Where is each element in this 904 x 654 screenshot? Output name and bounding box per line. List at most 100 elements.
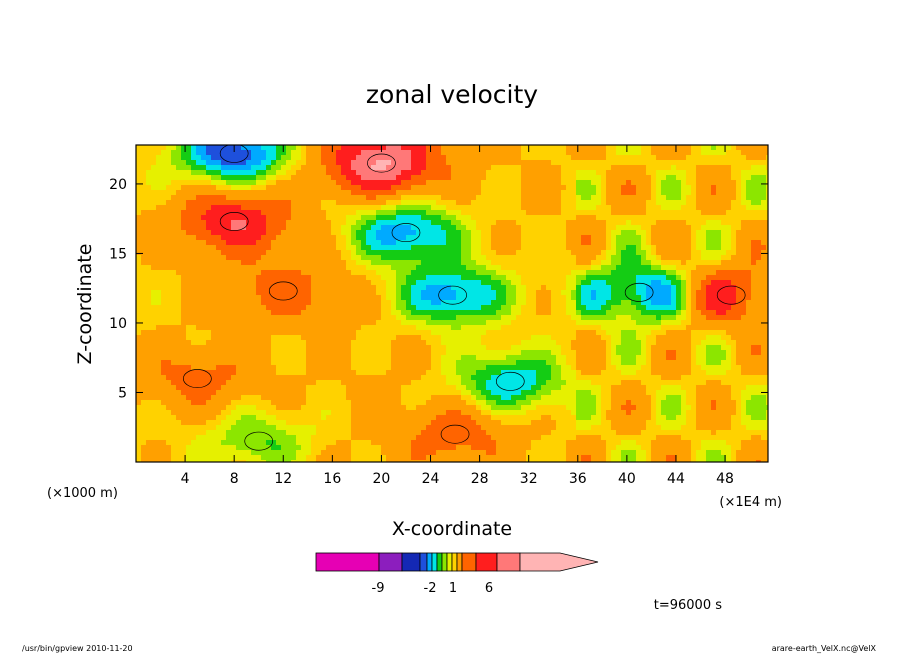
contour-cell xyxy=(441,165,447,171)
contour-cell xyxy=(416,230,422,236)
contour-cell xyxy=(501,165,507,171)
contour-cell xyxy=(301,205,307,211)
contour-cell xyxy=(236,150,242,156)
contour-cell xyxy=(681,220,687,226)
contour-cell xyxy=(236,275,242,281)
contour-cell xyxy=(426,145,432,151)
contour-cell xyxy=(516,235,522,241)
contour-cell xyxy=(681,165,687,171)
contour-cell xyxy=(236,295,242,301)
contour-cell xyxy=(191,190,197,196)
contour-cell xyxy=(416,335,422,341)
contour-cell xyxy=(686,275,692,281)
contour-cell xyxy=(561,320,567,326)
contour-cell xyxy=(511,300,517,306)
contour-cell xyxy=(671,170,677,176)
contour-cell xyxy=(296,300,302,306)
contour-cell xyxy=(691,245,697,251)
contour-cell xyxy=(346,300,352,306)
contour-cell xyxy=(486,225,492,231)
contour-cell xyxy=(331,330,337,336)
contour-cell xyxy=(391,260,397,266)
contour-cell xyxy=(381,190,387,196)
contour-cell xyxy=(396,235,402,241)
contour-cell xyxy=(351,155,357,161)
contour-cell xyxy=(716,235,722,241)
contour-cell xyxy=(441,170,447,176)
contour-cell xyxy=(381,220,387,226)
contour-cell xyxy=(241,235,247,241)
contour-cell xyxy=(456,250,462,256)
contour-cell xyxy=(711,330,717,336)
contour-cell xyxy=(636,270,642,276)
contour-cell xyxy=(446,320,452,326)
contour-cell xyxy=(401,195,407,201)
contour-cell xyxy=(266,220,272,226)
contour-cell xyxy=(301,150,307,156)
contour-cell xyxy=(186,155,192,161)
contour-cell xyxy=(561,145,567,151)
contour-cell xyxy=(656,310,662,316)
contour-cell xyxy=(646,295,652,301)
contour-cell xyxy=(391,295,397,301)
contour-cell xyxy=(196,205,202,211)
contour-cell xyxy=(386,190,392,196)
contour-cell xyxy=(661,220,667,226)
contour-cell xyxy=(706,160,712,166)
contour-cell xyxy=(356,165,362,171)
contour-cell xyxy=(491,275,497,281)
contour-cell xyxy=(606,235,612,241)
contour-cell xyxy=(561,250,567,256)
contour-cell xyxy=(566,270,572,276)
contour-cell xyxy=(591,190,597,196)
contour-cell xyxy=(671,245,677,251)
contour-cell xyxy=(536,160,542,166)
contour-cell xyxy=(541,180,547,186)
contour-cell xyxy=(441,160,447,166)
contour-cell xyxy=(456,245,462,251)
contour-cell xyxy=(376,165,382,171)
contour-cell xyxy=(456,180,462,186)
contour-cell xyxy=(216,220,222,226)
contour-cell xyxy=(241,160,247,166)
contour-cell xyxy=(696,265,702,271)
contour-cell xyxy=(236,325,242,331)
contour-cell xyxy=(276,235,282,241)
contour-cell xyxy=(241,310,247,316)
contour-cell xyxy=(561,260,567,266)
contour-cell xyxy=(636,210,642,216)
contour-cell xyxy=(641,180,647,186)
contour-cell xyxy=(406,205,412,211)
contour-cell xyxy=(581,260,587,266)
contour-cell xyxy=(471,225,477,231)
contour-cell xyxy=(591,235,597,241)
contour-cell xyxy=(156,200,162,206)
contour-cell xyxy=(571,170,577,176)
contour-cell xyxy=(546,235,552,241)
contour-cell xyxy=(361,245,367,251)
contour-cell xyxy=(171,150,177,156)
contour-cell xyxy=(151,280,157,286)
contour-cell xyxy=(361,210,367,216)
contour-cell xyxy=(161,275,167,281)
contour-cell xyxy=(631,200,637,206)
contour-cell xyxy=(421,165,427,171)
contour-cell xyxy=(551,225,557,231)
contour-cell xyxy=(196,195,202,201)
contour-cell xyxy=(431,270,437,276)
contour-cell xyxy=(561,175,567,181)
contour-cell xyxy=(666,330,672,336)
contour-cell xyxy=(621,240,627,246)
contour-cell xyxy=(446,275,452,281)
contour-cell xyxy=(391,145,397,151)
contour-cell xyxy=(366,195,372,201)
contour-cell xyxy=(421,175,427,181)
contour-cell xyxy=(426,300,432,306)
contour-cell xyxy=(761,225,767,231)
contour-cell xyxy=(366,290,372,296)
contour-cell xyxy=(541,325,547,331)
contour-cell xyxy=(161,330,167,336)
contour-cell xyxy=(326,230,332,236)
contour-cell xyxy=(271,215,277,221)
contour-cell xyxy=(401,175,407,181)
